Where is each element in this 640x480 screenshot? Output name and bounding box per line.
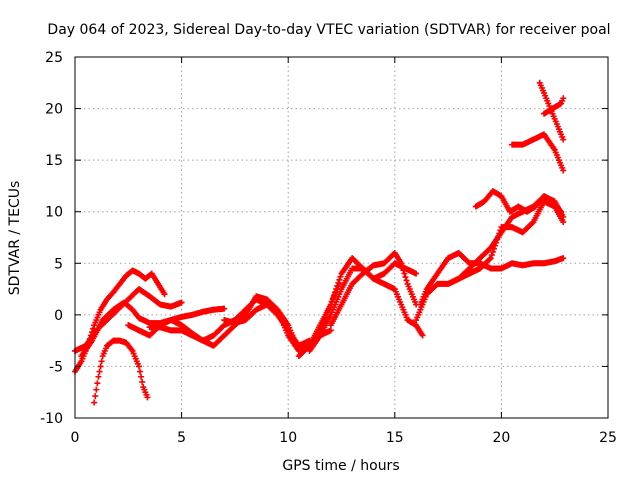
y-tick-label: 0 xyxy=(54,308,63,324)
y-axis-ticks: -10 -5 0 5 10 15 20 25 xyxy=(40,50,608,427)
data-point xyxy=(332,289,339,296)
chart-title: Day 064 of 2023, Sidereal Day-to-day VTE… xyxy=(47,22,610,38)
y-tick-label: -5 xyxy=(49,359,63,375)
data-point xyxy=(560,219,567,226)
grid-lines xyxy=(75,57,608,418)
data-point xyxy=(403,277,410,284)
y-tick-label: 5 xyxy=(54,256,63,272)
y-tick-label: 10 xyxy=(45,205,63,221)
y-tick-label: 20 xyxy=(45,102,63,118)
series-track-4 xyxy=(78,299,228,360)
x-axis-label: GPS time / hours xyxy=(282,458,399,474)
x-axis-ticks: 0 5 10 15 20 25 xyxy=(71,57,617,446)
data-point xyxy=(329,295,336,302)
data-point xyxy=(399,263,406,270)
data-point xyxy=(178,299,185,306)
data-point xyxy=(92,393,99,400)
data-point xyxy=(144,394,151,401)
data-point xyxy=(93,386,100,393)
data-point xyxy=(98,358,105,365)
data-point xyxy=(398,260,405,267)
data-point xyxy=(400,267,407,274)
data-point xyxy=(402,274,409,281)
y-tick-label: 25 xyxy=(45,50,63,66)
series-track-9 xyxy=(306,265,426,354)
data-point xyxy=(91,399,98,406)
data-point xyxy=(401,270,408,277)
data-point xyxy=(488,252,495,259)
data-point xyxy=(493,239,500,246)
data-point xyxy=(560,255,567,262)
x-tick-label: 5 xyxy=(177,430,186,446)
series-track-10 xyxy=(327,249,420,329)
data-point xyxy=(486,256,493,263)
data-point xyxy=(138,373,145,380)
x-tick-label: 0 xyxy=(71,430,80,446)
data-point xyxy=(336,276,343,283)
series-track-16 xyxy=(536,79,567,143)
data-point xyxy=(137,368,144,375)
data-point xyxy=(327,327,334,334)
x-tick-label: 25 xyxy=(599,430,617,446)
data-point xyxy=(497,227,504,234)
data-point xyxy=(96,368,103,375)
series-track-3 xyxy=(91,337,151,406)
y-axis-label: SDTVAR / TECUs xyxy=(7,181,23,296)
data-point xyxy=(558,208,565,215)
data-point xyxy=(335,279,342,286)
data-point xyxy=(487,255,494,262)
data-point xyxy=(560,95,567,102)
data-point xyxy=(413,270,420,277)
data-point xyxy=(419,332,426,339)
data-point xyxy=(495,233,502,240)
data-point xyxy=(529,220,536,227)
plot-frame xyxy=(74,56,609,419)
data-point xyxy=(94,380,101,387)
data-point xyxy=(490,245,497,252)
data-point xyxy=(331,292,338,299)
data-point xyxy=(139,378,146,385)
data-point xyxy=(95,373,102,380)
data-point xyxy=(97,363,104,370)
data-point xyxy=(560,136,567,143)
data-point xyxy=(494,236,501,243)
x-tick-label: 20 xyxy=(492,430,510,446)
data-point xyxy=(161,291,168,298)
data-point xyxy=(221,305,228,312)
data-points xyxy=(72,79,567,406)
data-point xyxy=(560,167,567,174)
series-track-14 xyxy=(472,188,565,215)
x-tick-label: 10 xyxy=(279,430,297,446)
x-tick-label: 15 xyxy=(386,430,404,446)
data-point xyxy=(334,282,341,289)
y-tick-label: 15 xyxy=(45,153,63,169)
series-track-17 xyxy=(541,95,567,117)
data-point xyxy=(337,273,344,280)
y-tick-label: -10 xyxy=(40,411,63,427)
series-track-15 xyxy=(509,131,567,174)
data-point xyxy=(496,230,503,237)
data-point xyxy=(492,242,499,249)
data-point xyxy=(489,248,496,255)
data-point xyxy=(333,286,340,293)
data-point xyxy=(135,363,142,370)
